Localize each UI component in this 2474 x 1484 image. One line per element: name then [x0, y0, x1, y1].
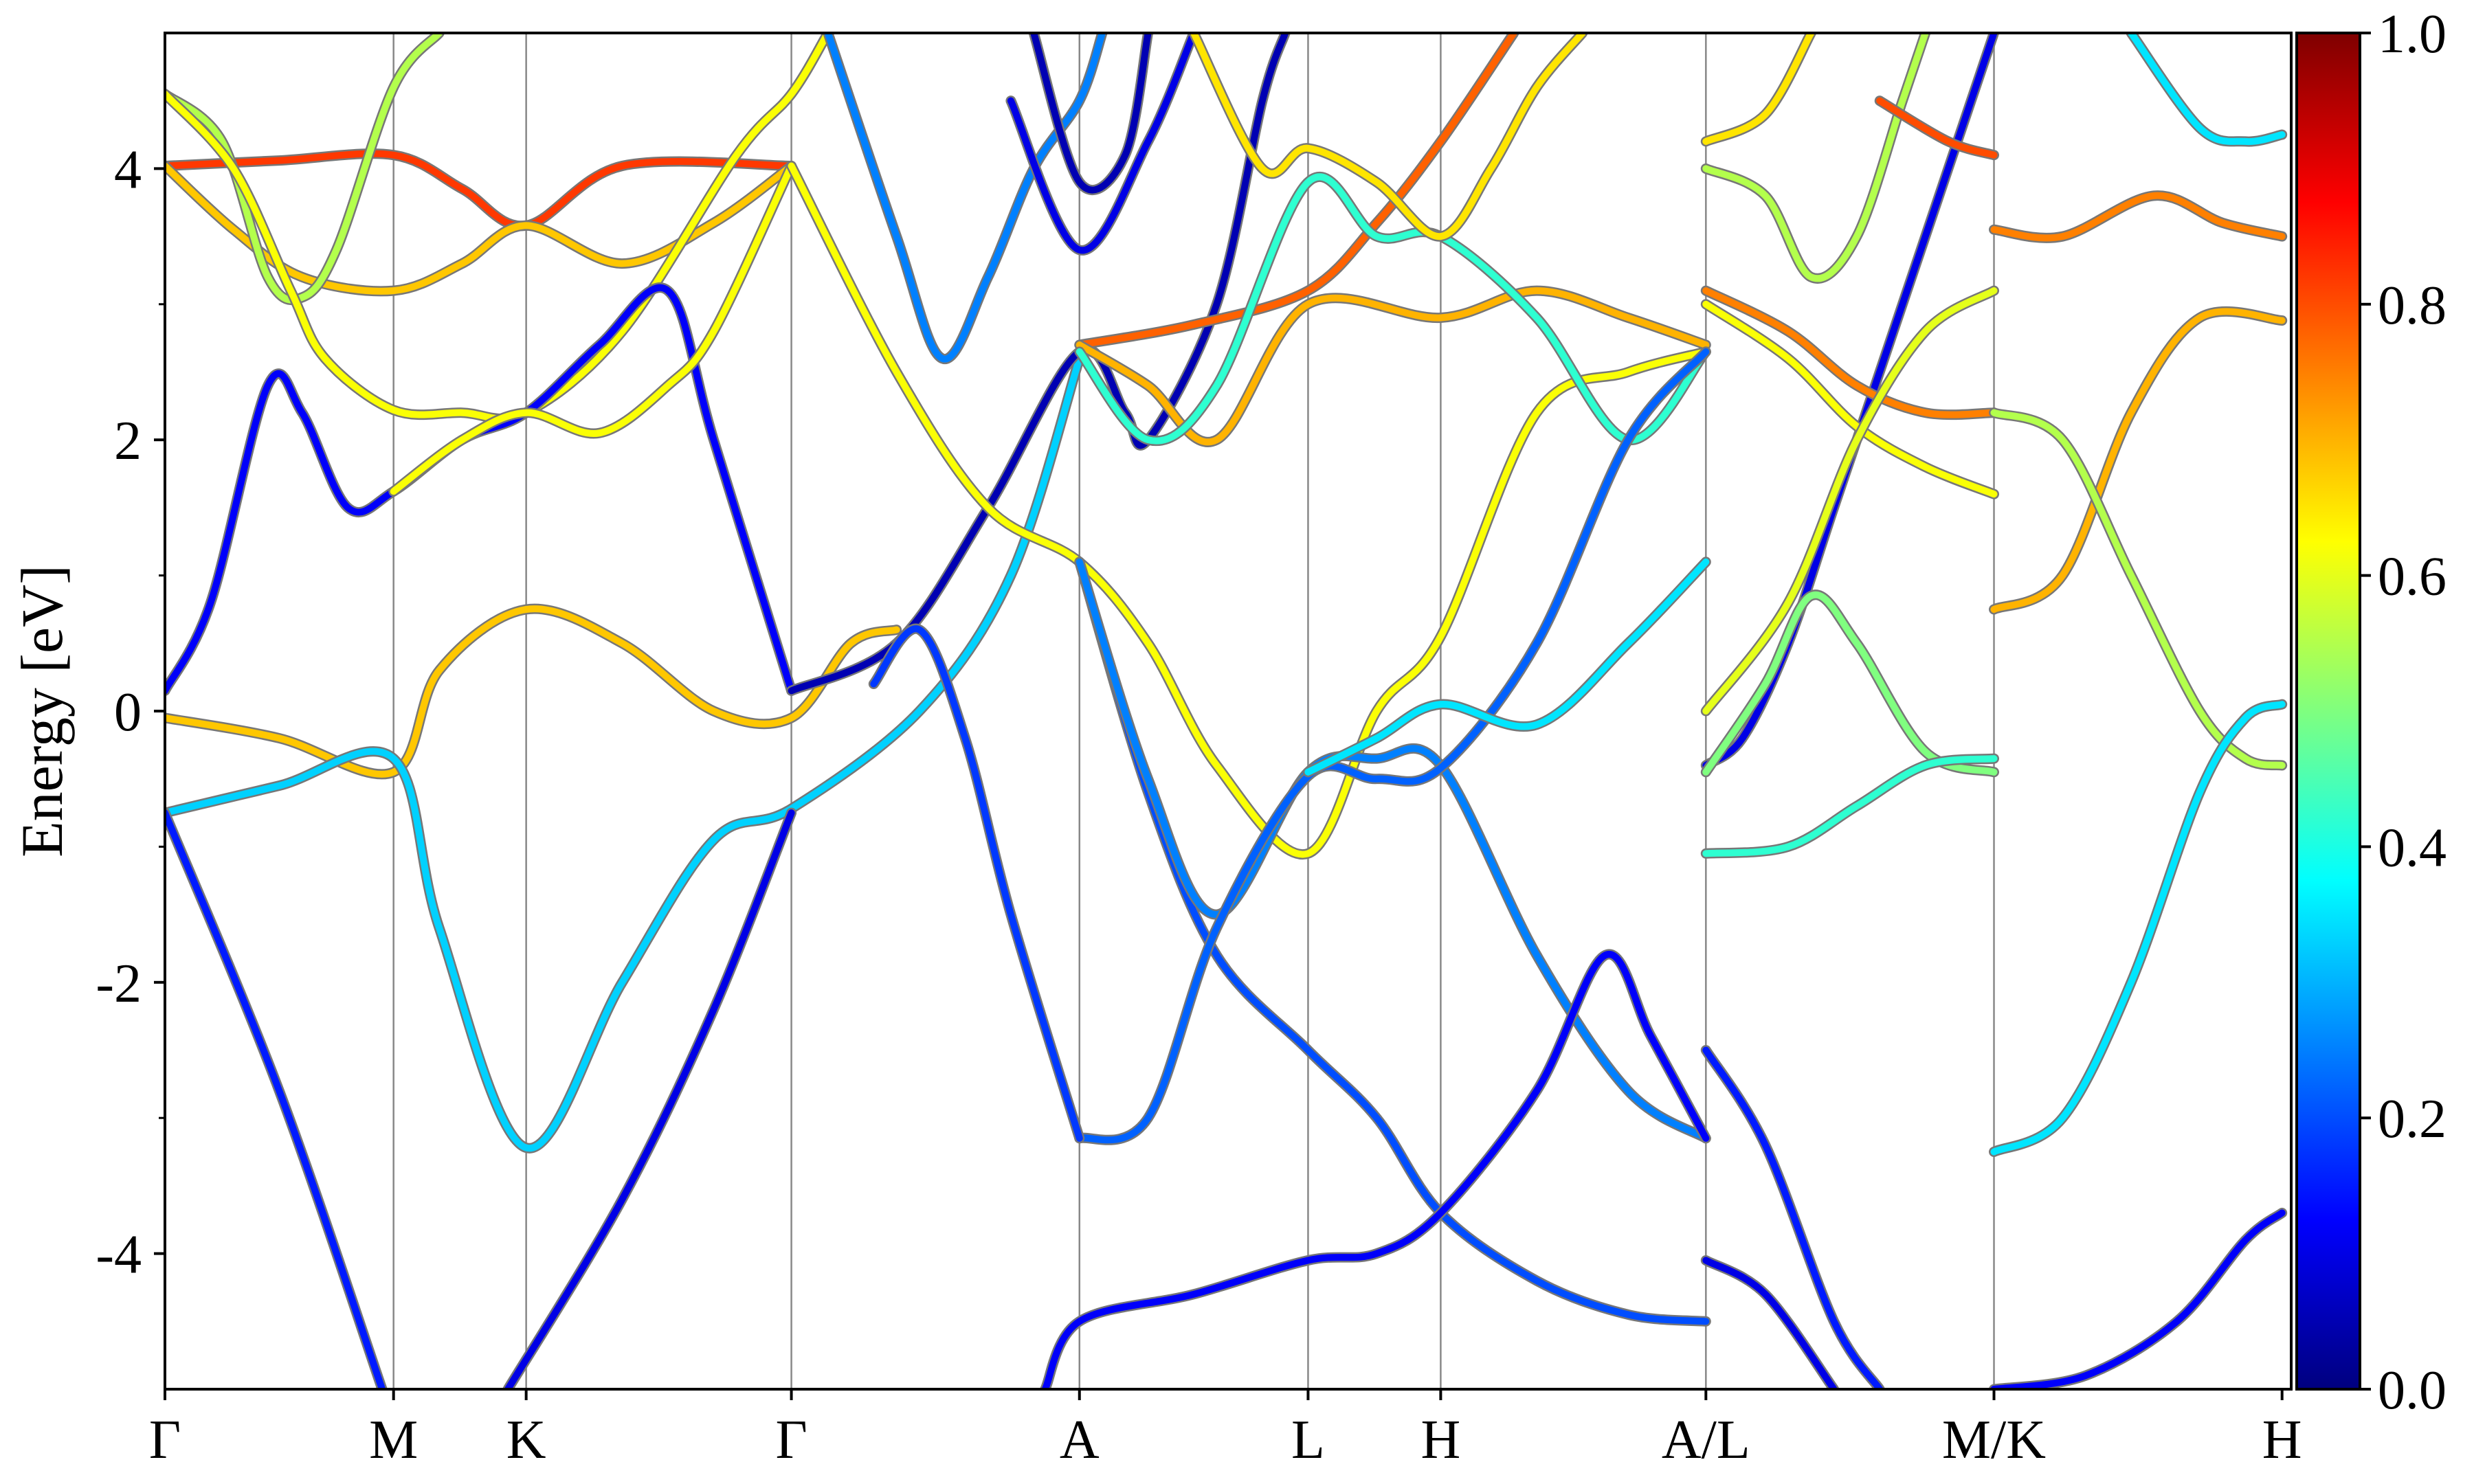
plot-frame — [164, 32, 2293, 1391]
x-tick-label: K — [506, 1410, 546, 1470]
band-line-3 — [165, 33, 832, 423]
y-tick-label: -4 — [96, 1225, 142, 1285]
band-outline-38 — [1989, 699, 2288, 1157]
band-line-33 — [1702, 1257, 1838, 1389]
band-outline-41 — [868, 623, 1085, 1144]
band-line-30 — [1702, 755, 1998, 857]
band-outline-19 — [1074, 556, 1711, 1327]
band-line-7 — [165, 355, 1083, 1152]
colorbar-gradient — [2295, 32, 2361, 1391]
colorbar-tick-label: 0.4 — [2378, 818, 2447, 878]
colorbar-tick-label: 0.0 — [2378, 1360, 2447, 1421]
band-outline-29 — [1700, 589, 1999, 778]
band-line-21 — [1076, 348, 1710, 1144]
x-tick-label: M/K — [1942, 1410, 2046, 1470]
band-line-20 — [1076, 558, 1710, 1142]
y-axis-ticks: -4 -2 0 2 4 — [96, 139, 165, 1285]
band-lines — [165, 33, 2288, 1389]
x-axis-ticks: Γ M K Γ A L H A/L M/K H — [149, 1389, 2302, 1470]
x-tick-label: H — [2262, 1410, 2302, 1470]
band-line-17 — [1076, 173, 1710, 445]
band-outline-9 — [502, 807, 797, 1389]
band-outline-25 — [1700, 33, 1931, 284]
x-tick-label: H — [1421, 1410, 1461, 1470]
band-line-18 — [1190, 33, 1586, 240]
band-line-15 — [1076, 33, 1517, 348]
band-line-9 — [504, 809, 795, 1389]
band-line-5 — [390, 162, 795, 495]
y-tick-label: 0 — [114, 682, 142, 743]
band-line-26 — [1702, 33, 1815, 145]
y-tick-label: 4 — [114, 139, 142, 200]
band-outline-11 — [786, 161, 1711, 860]
band-line-27 — [1702, 287, 1998, 418]
band-line-11 — [788, 162, 1710, 858]
band-outline-36 — [1989, 306, 2288, 615]
band-line-41 — [870, 625, 1083, 1142]
band-line-2 — [165, 33, 443, 304]
band-line-19 — [1076, 558, 1710, 1325]
colorbar-tick-label: 0.2 — [2378, 1089, 2447, 1149]
band-line-6 — [165, 605, 900, 778]
band-line-28 — [1702, 300, 1998, 498]
band-outline-30 — [1700, 753, 1999, 859]
colorbar: 0.0 0.2 0.4 0.6 0.8 1.0 — [2295, 4, 2447, 1421]
band-line-40 — [1990, 1209, 2286, 1389]
y-tick-label: -2 — [96, 954, 142, 1014]
band-line-35 — [1990, 192, 2286, 242]
band-outline-40 — [1989, 1207, 2288, 1389]
x-tick-label: Γ — [149, 1410, 181, 1470]
x-tick-label: M — [369, 1410, 418, 1470]
band-outline-7 — [165, 353, 1085, 1154]
x-tick-label: A/L — [1662, 1410, 1750, 1470]
band-line-31 — [1702, 287, 1998, 715]
band-line-38 — [1990, 701, 2286, 1156]
band-outline-26 — [1700, 33, 1816, 147]
y-axis-label: Energy [eV] — [9, 565, 75, 857]
colorbar-tick-label: 0.8 — [2378, 276, 2447, 336]
band-line-8 — [165, 809, 386, 1389]
band-line-37 — [1990, 409, 2286, 769]
band-line-22 — [1041, 951, 1710, 1389]
band-outline-39 — [2126, 33, 2288, 147]
x-tick-label: L — [1291, 1410, 1325, 1470]
band-line-23 — [1304, 558, 1710, 776]
high-symmetry-lines — [392, 33, 1995, 1389]
band-line-0 — [165, 150, 795, 229]
x-tick-label: Γ — [775, 1410, 807, 1470]
band-line-29 — [1702, 591, 1998, 776]
colorbar-tick-label: 1.0 — [2378, 4, 2447, 65]
band-line-16 — [1076, 287, 1710, 446]
band-outline-22 — [1040, 949, 1711, 1389]
band-line-14 — [1007, 33, 1198, 254]
band-line-12 — [824, 33, 1106, 363]
band-line-25 — [1702, 33, 1929, 282]
y-tick-label: 2 — [114, 411, 142, 471]
band-line-13 — [1030, 33, 1152, 194]
band-line-10 — [788, 33, 1289, 695]
band-outline-31 — [1700, 285, 1999, 717]
x-tick-label: A — [1060, 1410, 1100, 1470]
colorbar-tick-label: 0.6 — [2378, 547, 2447, 607]
band-line-36 — [1990, 308, 2286, 613]
band-line-32 — [1702, 1046, 1884, 1389]
band-line-34 — [1876, 97, 1998, 159]
colorbar-ticks: 0.0 0.2 0.4 0.6 0.8 1.0 — [2360, 4, 2447, 1421]
band-line-39 — [2128, 33, 2286, 146]
